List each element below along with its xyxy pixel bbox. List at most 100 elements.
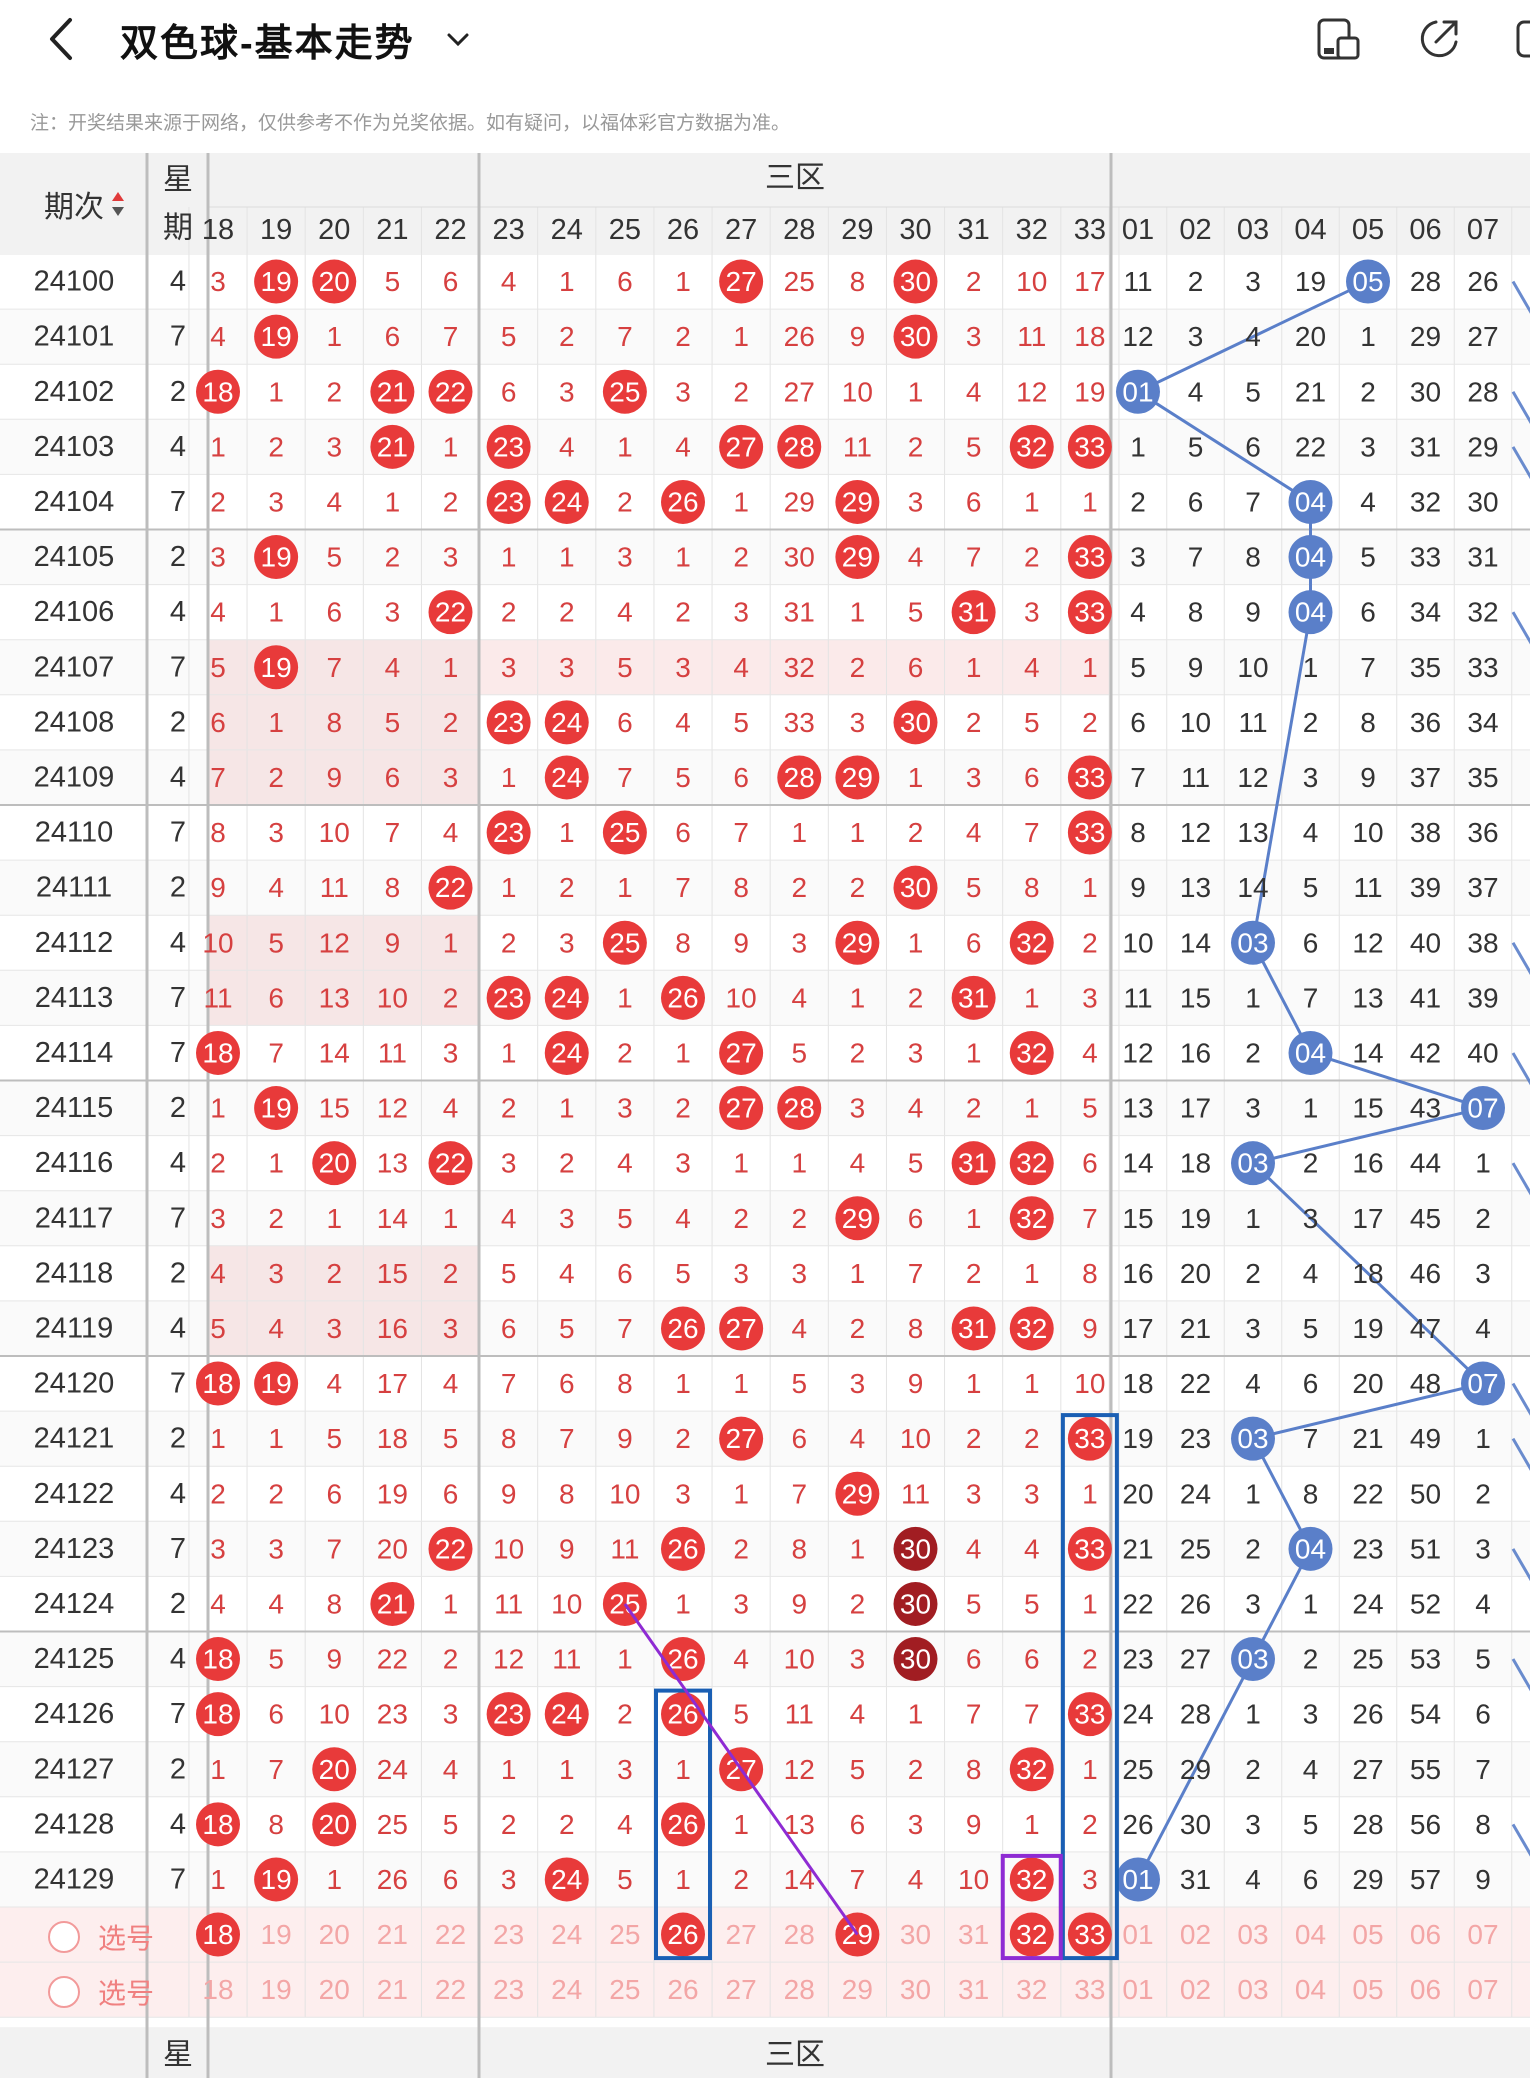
red-ball[interactable] [254,535,299,580]
red-ball[interactable] [777,1086,822,1131]
red-ball[interactable] [1009,1196,1054,1241]
red-ball[interactable] [196,1637,240,1682]
red-ball[interactable] [428,865,473,910]
red-ball[interactable] [370,1581,415,1626]
red-ball[interactable] [544,700,589,745]
blue-ball[interactable] [1231,1141,1275,1186]
red-ball[interactable] [1009,920,1054,965]
red-ball[interactable] [893,314,938,359]
red-ball[interactable] [544,479,589,524]
share-icon[interactable] [1414,14,1464,64]
layout-toggle-button[interactable] [1314,14,1364,64]
select-number-option[interactable]: 选号 [48,1917,154,1957]
red-ball[interactable] [719,424,764,469]
red-ball[interactable] [893,700,938,745]
red-ball[interactable] [835,1471,880,1516]
red-ball[interactable] [1009,1141,1054,1186]
red-ball[interactable] [196,1361,240,1406]
red-ball[interactable] [486,810,531,855]
red-ball[interactable] [312,259,357,304]
red-ball[interactable] [1067,424,1112,469]
red-ball[interactable] [661,975,705,1020]
red-ball[interactable] [1067,535,1112,580]
red-ball[interactable] [719,1416,764,1461]
red-ball[interactable] [1067,1692,1112,1737]
radio-circle-icon[interactable] [48,1920,80,1953]
red-ball[interactable] [428,369,473,414]
red-ball[interactable] [544,975,589,1020]
red-ball[interactable] [544,1030,589,1075]
red-ball[interactable] [370,369,415,414]
title-dropdown[interactable]: 双色球-基本走势 [120,14,471,65]
red-ball[interactable] [544,1857,589,1902]
more-icon[interactable] [1512,14,1530,64]
red-ball[interactable] [1009,1747,1054,1792]
red-ball[interactable] [893,259,938,304]
blue-ball[interactable] [1288,479,1333,524]
red-ball[interactable] [893,865,938,910]
red-ball[interactable] [951,1141,996,1186]
red-ball[interactable] [1009,1857,1054,1902]
red-ball[interactable] [719,1306,764,1351]
red-ball[interactable] [1067,1416,1112,1461]
red-ball[interactable] [835,535,880,580]
share-button[interactable] [1414,14,1464,64]
red-ball[interactable] [777,424,822,469]
red-ball[interactable] [254,1857,299,1902]
blue-ball[interactable] [1288,1030,1333,1075]
radio-circle-icon[interactable] [48,1975,80,2008]
blue-ball[interactable] [1231,1637,1275,1682]
red-ball[interactable] [951,590,996,635]
red-ball[interactable] [312,1802,357,1847]
blue-ball[interactable] [1116,369,1160,414]
red-ball[interactable] [602,369,647,414]
red-ball[interactable] [719,1030,764,1075]
red-ball[interactable] [1067,755,1112,800]
picked-red-ball[interactable] [1009,1912,1054,1957]
red-ball[interactable] [196,369,240,414]
red-ball[interactable] [602,920,647,965]
sort-arrows-icon[interactable] [110,189,126,219]
red-ball[interactable] [951,1306,996,1351]
red-ball[interactable] [486,700,531,745]
red-ball[interactable] [835,1196,880,1241]
blue-ball[interactable] [1461,1086,1505,1131]
red-ball[interactable] [312,1141,357,1186]
picked-red-ball[interactable] [196,1912,240,1957]
red-ball[interactable] [893,1526,938,1571]
red-ball[interactable] [835,479,880,524]
red-ball[interactable] [196,1030,240,1075]
red-ball[interactable] [1009,424,1054,469]
red-ball[interactable] [196,1692,240,1737]
picked-red-ball[interactable] [661,1912,705,1957]
blue-ball[interactable] [1461,1361,1505,1406]
red-ball[interactable] [486,1692,531,1737]
back-chevron-icon[interactable] [40,14,80,64]
red-ball[interactable] [428,1526,473,1571]
select-number-option[interactable]: 选号 [48,1972,154,2012]
red-ball[interactable] [486,424,531,469]
blue-ball[interactable] [1346,259,1390,304]
red-ball[interactable] [719,1086,764,1131]
red-ball[interactable] [544,755,589,800]
red-ball[interactable] [719,259,764,304]
red-ball[interactable] [1067,590,1112,635]
red-ball[interactable] [661,1802,705,1847]
red-ball[interactable] [835,755,880,800]
blue-ball[interactable] [1116,1857,1160,1902]
red-ball[interactable] [951,975,996,1020]
blue-ball[interactable] [1288,590,1333,635]
blue-ball[interactable] [1231,1416,1275,1461]
red-ball[interactable] [312,1747,357,1792]
red-ball[interactable] [486,975,531,1020]
blue-ball[interactable] [1288,1526,1333,1571]
red-ball[interactable] [254,1361,299,1406]
red-ball[interactable] [370,424,415,469]
red-ball[interactable] [661,1306,705,1351]
layout-toggle-icon[interactable] [1314,14,1364,64]
red-ball[interactable] [254,645,299,690]
red-ball[interactable] [1009,1030,1054,1075]
red-ball[interactable] [602,810,647,855]
period-sort-header[interactable]: 期次 [44,182,126,226]
red-ball[interactable] [254,314,299,359]
